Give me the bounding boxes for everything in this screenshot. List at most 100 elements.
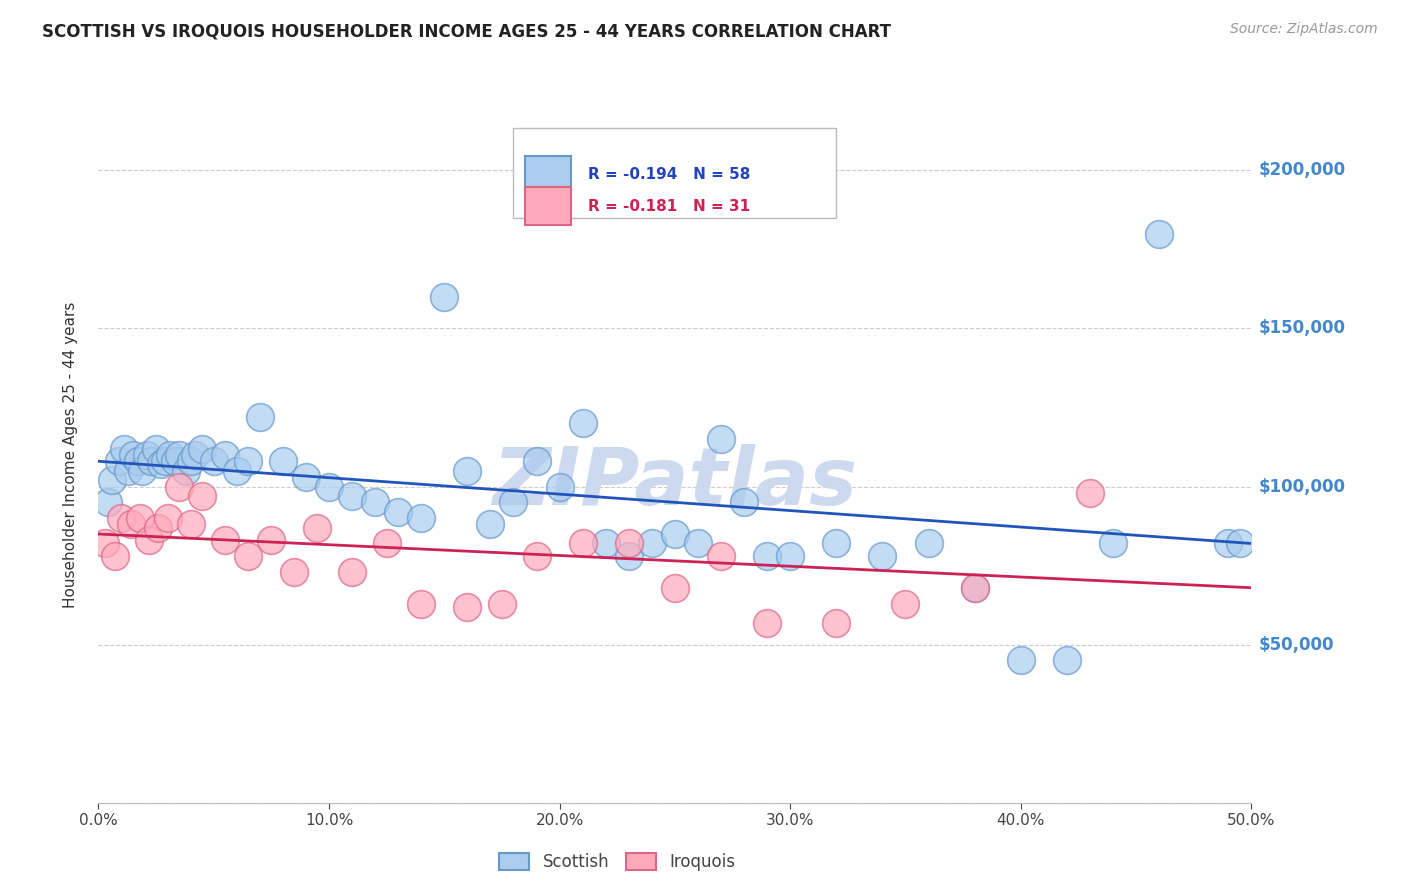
Point: [141, 454, 163, 468]
Legend: Scottish, Iroquois: Scottish, Iroquois: [492, 847, 742, 878]
Point: [456, 599, 478, 614]
Point: [202, 454, 225, 468]
Point: [214, 533, 236, 548]
Point: [135, 448, 157, 462]
Text: $50,000: $50,000: [1258, 636, 1334, 654]
Text: R = -0.181   N = 31: R = -0.181 N = 31: [588, 199, 751, 214]
Point: [148, 521, 170, 535]
Point: [295, 470, 318, 484]
Point: [307, 521, 329, 535]
Point: [595, 536, 617, 550]
Point: [117, 464, 139, 478]
Point: [129, 511, 152, 525]
Point: [502, 495, 524, 509]
Text: SCOTTISH VS IROQUOIS HOUSEHOLDER INCOME AGES 25 - 44 YEARS CORRELATION CHART: SCOTTISH VS IROQUOIS HOUSEHOLDER INCOME …: [42, 22, 891, 40]
Point: [238, 549, 260, 563]
Point: [617, 536, 640, 550]
Point: [756, 615, 779, 630]
Point: [340, 489, 363, 503]
Point: [779, 549, 801, 563]
Point: [686, 536, 709, 550]
Point: [131, 464, 153, 478]
Point: [479, 517, 502, 532]
Point: [180, 517, 202, 532]
Point: [364, 495, 387, 509]
Point: [167, 448, 190, 462]
Point: [548, 479, 571, 493]
Point: [710, 549, 733, 563]
Point: [710, 432, 733, 446]
Point: [184, 448, 207, 462]
Text: $200,000: $200,000: [1258, 161, 1346, 179]
Point: [917, 536, 939, 550]
Point: [112, 442, 135, 456]
Point: [411, 597, 433, 611]
Point: [963, 581, 986, 595]
Point: [149, 458, 172, 472]
Point: [1229, 536, 1251, 550]
Point: [180, 454, 202, 468]
Point: [526, 454, 548, 468]
Point: [101, 473, 124, 487]
Point: [163, 454, 186, 468]
Text: $150,000: $150,000: [1258, 319, 1346, 337]
Point: [191, 442, 214, 456]
Point: [1147, 227, 1170, 241]
Point: [456, 464, 478, 478]
Point: [127, 454, 149, 468]
Point: [103, 549, 125, 563]
Point: [155, 454, 177, 468]
Point: [872, 549, 894, 563]
Point: [167, 479, 190, 493]
Point: [894, 597, 917, 611]
Point: [120, 517, 142, 532]
Point: [238, 454, 260, 468]
Point: [260, 533, 283, 548]
Point: [526, 549, 548, 563]
Point: [156, 511, 179, 525]
Point: [97, 495, 120, 509]
Point: [387, 505, 409, 519]
Point: [1056, 653, 1078, 667]
Point: [491, 597, 513, 611]
Point: [733, 495, 755, 509]
Point: [108, 454, 131, 468]
Text: R = -0.194   N = 58: R = -0.194 N = 58: [588, 168, 751, 182]
FancyBboxPatch shape: [524, 156, 571, 194]
Text: ZIPatlas: ZIPatlas: [492, 443, 858, 522]
Point: [825, 615, 848, 630]
Point: [1102, 536, 1125, 550]
Point: [318, 479, 340, 493]
Point: [283, 565, 305, 579]
Point: [138, 533, 160, 548]
Point: [571, 536, 593, 550]
Point: [145, 442, 167, 456]
Point: [375, 536, 398, 550]
Point: [94, 536, 117, 550]
Point: [225, 464, 247, 478]
Point: [174, 464, 197, 478]
Point: [249, 409, 271, 424]
Point: [411, 511, 433, 525]
Point: [271, 454, 294, 468]
Point: [1218, 536, 1240, 550]
Point: [617, 549, 640, 563]
Point: [825, 536, 848, 550]
Y-axis label: Householder Income Ages 25 - 44 years: Householder Income Ages 25 - 44 years: [63, 301, 77, 608]
Point: [756, 549, 779, 563]
Point: [433, 290, 456, 304]
Point: [1078, 486, 1101, 500]
Point: [641, 536, 664, 550]
Text: $100,000: $100,000: [1258, 477, 1346, 496]
Point: [214, 448, 236, 462]
Point: [122, 448, 145, 462]
Point: [664, 527, 686, 541]
FancyBboxPatch shape: [524, 187, 571, 226]
Point: [1010, 653, 1032, 667]
Point: [340, 565, 363, 579]
Point: [191, 489, 214, 503]
FancyBboxPatch shape: [513, 128, 837, 219]
Point: [664, 581, 686, 595]
Text: Source: ZipAtlas.com: Source: ZipAtlas.com: [1230, 22, 1378, 37]
Point: [571, 417, 593, 431]
